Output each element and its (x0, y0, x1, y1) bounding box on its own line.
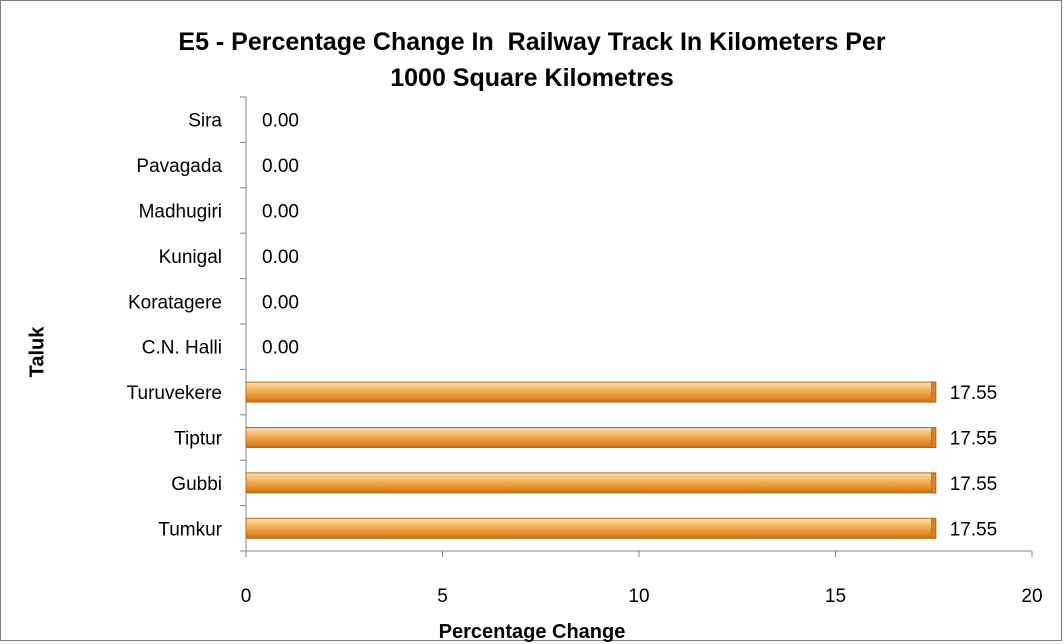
x-tick-label: 15 (825, 586, 846, 607)
x-axis-label: Percentage Change (438, 621, 626, 643)
x-tick-label: 20 (1021, 586, 1042, 607)
data-label: 0.00 (262, 156, 299, 177)
chart-title-line-2: 1000 Square Kilometres (390, 64, 674, 92)
y-tick-label: Sira (188, 111, 222, 132)
bar (245, 472, 937, 494)
y-tick-label: Pavagada (136, 156, 222, 177)
data-label: 0.00 (262, 111, 299, 132)
bar (245, 427, 937, 448)
y-tick-label: Turuvekere (127, 383, 222, 404)
chart-title-line-1: E5 - Percentage Change In Railway Track … (178, 28, 886, 56)
bar-end-cap (931, 381, 937, 403)
data-label: 0.00 (262, 247, 299, 268)
data-label: 0.00 (262, 202, 299, 223)
data-label: 17.55 (950, 429, 998, 450)
y-tick-label: Tiptur (174, 429, 223, 450)
data-label: 17.55 (950, 519, 998, 540)
x-tick-label: 5 (437, 586, 448, 607)
bar-end-cap (931, 427, 937, 448)
bar (245, 517, 937, 539)
x-tick-label: 10 (628, 586, 649, 607)
bar (245, 381, 937, 403)
y-tick-label: C.N. Halli (142, 338, 222, 359)
data-label: 0.00 (262, 292, 299, 313)
data-label: 17.55 (950, 474, 998, 495)
y-tick-label: Tumkur (158, 519, 222, 540)
y-tick-label: Madhugiri (139, 202, 222, 223)
data-label: 0.00 (262, 338, 299, 359)
y-tick-label: Gubbi (171, 474, 222, 495)
y-tick-label: Koratagere (128, 292, 222, 313)
bar-end-cap (931, 517, 937, 539)
y-tick-label: Kunigal (159, 247, 222, 268)
x-tick-label: 0 (241, 586, 252, 607)
bar-end-cap (931, 472, 937, 494)
data-label: 17.55 (950, 383, 998, 404)
